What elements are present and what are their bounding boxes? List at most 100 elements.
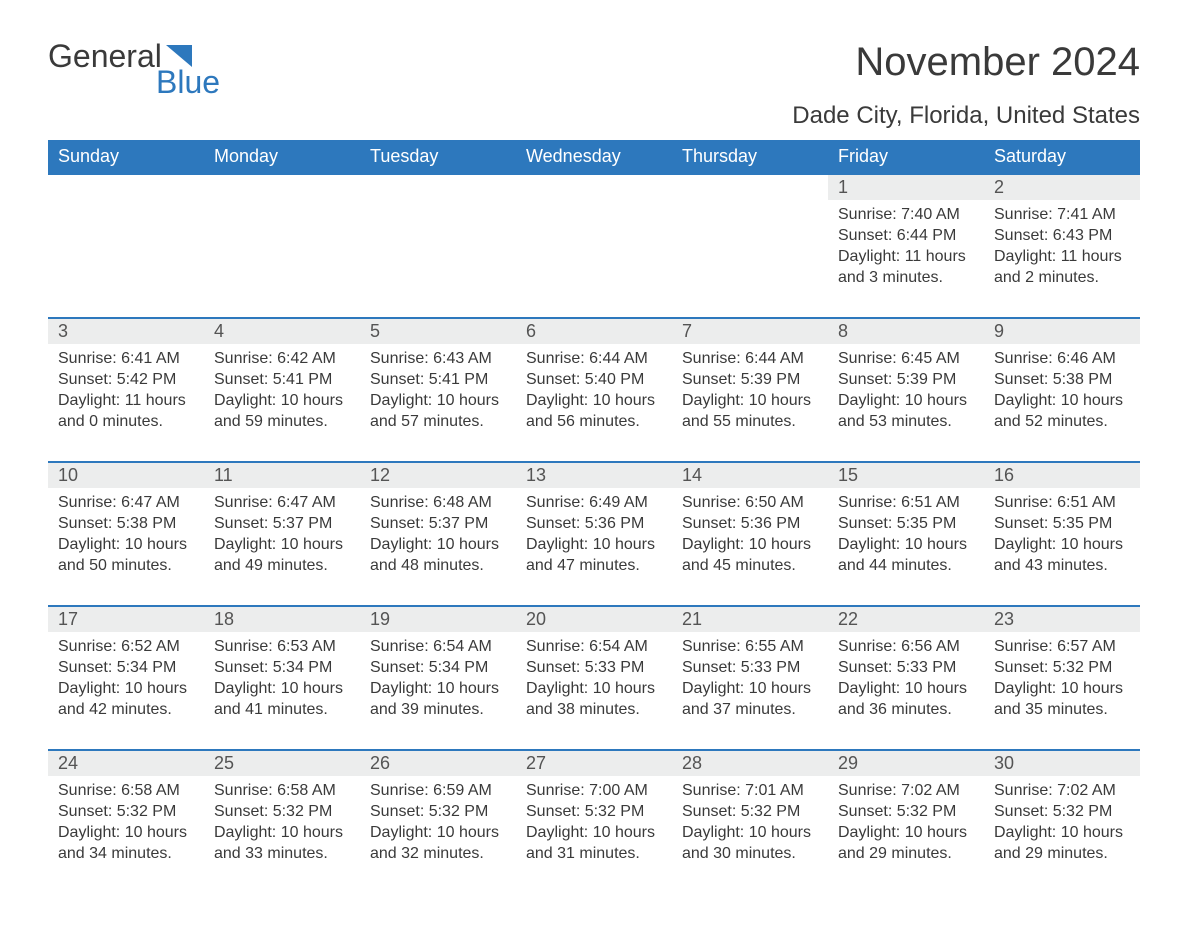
daylight-line: Daylight: 11 hours and 0 minutes. — [58, 390, 194, 432]
sunrise-line: Sunrise: 6:59 AM — [370, 780, 506, 801]
day-detail-cell: Sunrise: 6:42 AMSunset: 5:41 PMDaylight:… — [204, 344, 360, 462]
day-header: Friday — [828, 140, 984, 174]
sunrise-line: Sunrise: 7:41 AM — [994, 204, 1130, 225]
daylight-line: Daylight: 10 hours and 33 minutes. — [214, 822, 350, 864]
day-detail-cell — [672, 200, 828, 318]
day-header-row: SundayMondayTuesdayWednesdayThursdayFrid… — [48, 140, 1140, 174]
sunrise-line: Sunrise: 6:52 AM — [58, 636, 194, 657]
day-detail-cell: Sunrise: 6:44 AMSunset: 5:39 PMDaylight:… — [672, 344, 828, 462]
daylight-line: Daylight: 10 hours and 31 minutes. — [526, 822, 662, 864]
day-detail-cell: Sunrise: 6:54 AMSunset: 5:33 PMDaylight:… — [516, 632, 672, 750]
day-number-cell: 15 — [828, 462, 984, 488]
day-number-cell: 3 — [48, 318, 204, 344]
sunrise-line: Sunrise: 6:58 AM — [214, 780, 350, 801]
day-detail-cell: Sunrise: 6:45 AMSunset: 5:39 PMDaylight:… — [828, 344, 984, 462]
week-daynum-row: 17181920212223 — [48, 606, 1140, 632]
day-number-cell: 19 — [360, 606, 516, 632]
daylight-line: Daylight: 10 hours and 48 minutes. — [370, 534, 506, 576]
sunset-line: Sunset: 5:34 PM — [370, 657, 506, 678]
sunset-line: Sunset: 5:35 PM — [838, 513, 974, 534]
sunset-line: Sunset: 5:32 PM — [994, 657, 1130, 678]
day-header: Saturday — [984, 140, 1140, 174]
day-detail-cell: Sunrise: 6:46 AMSunset: 5:38 PMDaylight:… — [984, 344, 1140, 462]
day-detail-cell: Sunrise: 7:01 AMSunset: 5:32 PMDaylight:… — [672, 776, 828, 894]
day-detail-cell — [204, 200, 360, 318]
sunset-line: Sunset: 5:32 PM — [526, 801, 662, 822]
daylight-line: Daylight: 10 hours and 56 minutes. — [526, 390, 662, 432]
day-detail-cell — [516, 200, 672, 318]
day-number-cell: 5 — [360, 318, 516, 344]
sunset-line: Sunset: 5:34 PM — [58, 657, 194, 678]
day-detail-cell: Sunrise: 7:02 AMSunset: 5:32 PMDaylight:… — [984, 776, 1140, 894]
day-header: Sunday — [48, 140, 204, 174]
daylight-line: Daylight: 10 hours and 37 minutes. — [682, 678, 818, 720]
week-daynum-row: 12 — [48, 174, 1140, 200]
daylight-line: Daylight: 10 hours and 42 minutes. — [58, 678, 194, 720]
daylight-line: Daylight: 10 hours and 29 minutes. — [994, 822, 1130, 864]
sunrise-line: Sunrise: 6:56 AM — [838, 636, 974, 657]
day-detail-cell: Sunrise: 6:50 AMSunset: 5:36 PMDaylight:… — [672, 488, 828, 606]
day-number-cell: 6 — [516, 318, 672, 344]
daylight-line: Daylight: 11 hours and 2 minutes. — [994, 246, 1130, 288]
day-detail-cell: Sunrise: 6:51 AMSunset: 5:35 PMDaylight:… — [828, 488, 984, 606]
day-detail-cell: Sunrise: 7:00 AMSunset: 5:32 PMDaylight:… — [516, 776, 672, 894]
day-detail-cell: Sunrise: 6:47 AMSunset: 5:38 PMDaylight:… — [48, 488, 204, 606]
day-detail-cell: Sunrise: 6:59 AMSunset: 5:32 PMDaylight:… — [360, 776, 516, 894]
page-title: November 2024 — [855, 40, 1140, 85]
sunset-line: Sunset: 5:39 PM — [682, 369, 818, 390]
sunset-line: Sunset: 5:37 PM — [370, 513, 506, 534]
day-number-cell: 4 — [204, 318, 360, 344]
daylight-line: Daylight: 10 hours and 38 minutes. — [526, 678, 662, 720]
sunrise-line: Sunrise: 6:43 AM — [370, 348, 506, 369]
logo-text-top: General — [48, 40, 162, 72]
sunrise-line: Sunrise: 6:50 AM — [682, 492, 818, 513]
sunset-line: Sunset: 5:32 PM — [682, 801, 818, 822]
sunset-line: Sunset: 5:32 PM — [58, 801, 194, 822]
sunset-line: Sunset: 5:32 PM — [214, 801, 350, 822]
day-number-cell: 20 — [516, 606, 672, 632]
location-subtitle: Dade City, Florida, United States — [48, 102, 1140, 130]
day-number-cell: 18 — [204, 606, 360, 632]
day-detail-cell — [48, 200, 204, 318]
day-number-cell: 16 — [984, 462, 1140, 488]
day-number-cell: 1 — [828, 174, 984, 200]
sunrise-line: Sunrise: 7:01 AM — [682, 780, 818, 801]
sunset-line: Sunset: 5:39 PM — [838, 369, 974, 390]
day-detail-cell: Sunrise: 6:41 AMSunset: 5:42 PMDaylight:… — [48, 344, 204, 462]
sunrise-line: Sunrise: 6:55 AM — [682, 636, 818, 657]
day-number-cell: 13 — [516, 462, 672, 488]
week-detail-row: Sunrise: 6:41 AMSunset: 5:42 PMDaylight:… — [48, 344, 1140, 462]
day-number-cell: 9 — [984, 318, 1140, 344]
daylight-line: Daylight: 11 hours and 3 minutes. — [838, 246, 974, 288]
sunset-line: Sunset: 5:38 PM — [58, 513, 194, 534]
day-number-cell: 30 — [984, 750, 1140, 776]
sunrise-line: Sunrise: 6:48 AM — [370, 492, 506, 513]
sunset-line: Sunset: 6:44 PM — [838, 225, 974, 246]
day-number-cell: 7 — [672, 318, 828, 344]
day-number-cell: 11 — [204, 462, 360, 488]
day-detail-cell: Sunrise: 6:56 AMSunset: 5:33 PMDaylight:… — [828, 632, 984, 750]
sunset-line: Sunset: 5:33 PM — [682, 657, 818, 678]
daylight-line: Daylight: 10 hours and 50 minutes. — [58, 534, 194, 576]
week-daynum-row: 3456789 — [48, 318, 1140, 344]
daylight-line: Daylight: 10 hours and 41 minutes. — [214, 678, 350, 720]
day-number-cell: 8 — [828, 318, 984, 344]
day-detail-cell: Sunrise: 7:40 AMSunset: 6:44 PMDaylight:… — [828, 200, 984, 318]
sunrise-line: Sunrise: 6:44 AM — [682, 348, 818, 369]
sunset-line: Sunset: 5:33 PM — [526, 657, 662, 678]
day-number-cell: 28 — [672, 750, 828, 776]
day-detail-cell: Sunrise: 6:54 AMSunset: 5:34 PMDaylight:… — [360, 632, 516, 750]
daylight-line: Daylight: 10 hours and 30 minutes. — [682, 822, 818, 864]
sunrise-line: Sunrise: 7:00 AM — [526, 780, 662, 801]
day-header: Monday — [204, 140, 360, 174]
day-detail-cell: Sunrise: 6:52 AMSunset: 5:34 PMDaylight:… — [48, 632, 204, 750]
day-detail-cell: Sunrise: 6:53 AMSunset: 5:34 PMDaylight:… — [204, 632, 360, 750]
day-number-cell — [672, 174, 828, 200]
week-detail-row: Sunrise: 6:47 AMSunset: 5:38 PMDaylight:… — [48, 488, 1140, 606]
sunrise-line: Sunrise: 6:51 AM — [838, 492, 974, 513]
daylight-line: Daylight: 10 hours and 53 minutes. — [838, 390, 974, 432]
day-number-cell: 12 — [360, 462, 516, 488]
sunset-line: Sunset: 5:33 PM — [838, 657, 974, 678]
sunset-line: Sunset: 5:32 PM — [994, 801, 1130, 822]
sunrise-line: Sunrise: 6:54 AM — [526, 636, 662, 657]
